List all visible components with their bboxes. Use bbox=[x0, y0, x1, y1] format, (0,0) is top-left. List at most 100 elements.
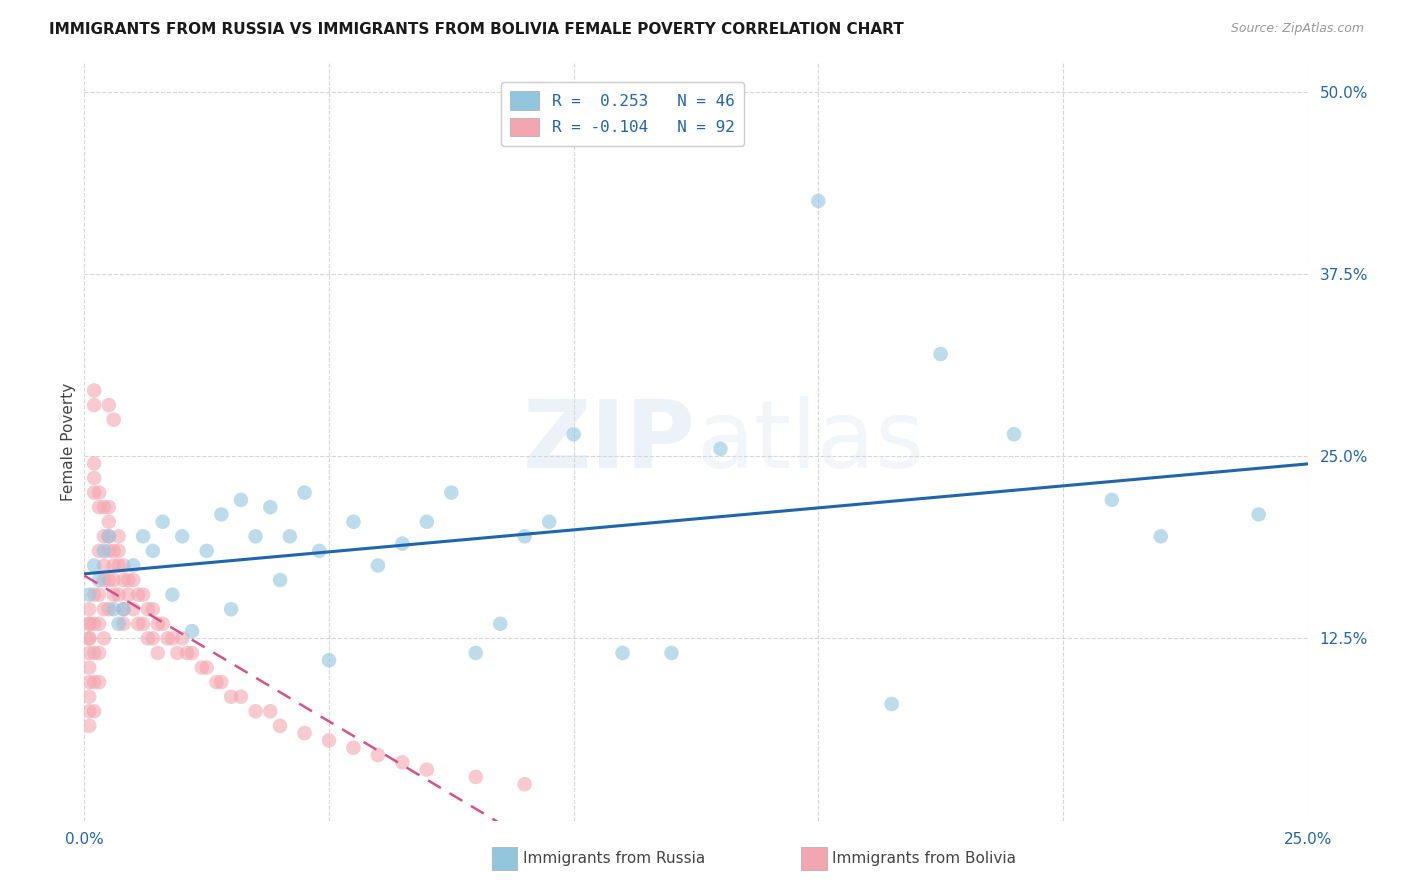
Point bbox=[142, 544, 165, 558]
Point bbox=[97, 500, 120, 515]
Point bbox=[294, 485, 316, 500]
Point bbox=[513, 777, 536, 791]
Point bbox=[107, 616, 129, 631]
Point bbox=[259, 704, 281, 718]
Point bbox=[162, 632, 184, 646]
Point bbox=[489, 616, 512, 631]
Point bbox=[77, 719, 100, 733]
Point bbox=[77, 588, 100, 602]
Point bbox=[709, 442, 731, 456]
Point bbox=[1002, 427, 1025, 442]
Point bbox=[152, 616, 174, 631]
Point bbox=[87, 588, 110, 602]
Point bbox=[83, 457, 105, 471]
Point bbox=[77, 675, 100, 690]
Point bbox=[87, 485, 110, 500]
Point bbox=[209, 508, 232, 522]
Text: Source: ZipAtlas.com: Source: ZipAtlas.com bbox=[1230, 22, 1364, 36]
Point bbox=[77, 704, 100, 718]
Point bbox=[929, 347, 952, 361]
Point bbox=[318, 733, 340, 747]
Point bbox=[278, 529, 301, 543]
Point bbox=[127, 588, 149, 602]
Point bbox=[146, 646, 169, 660]
Point bbox=[83, 646, 105, 660]
Point bbox=[464, 646, 486, 660]
Point bbox=[122, 558, 145, 573]
Point bbox=[416, 515, 439, 529]
Point bbox=[562, 427, 585, 442]
Point bbox=[93, 573, 115, 587]
Point bbox=[103, 544, 125, 558]
Point bbox=[661, 646, 683, 660]
Point bbox=[77, 632, 100, 646]
Point bbox=[122, 602, 145, 616]
Point bbox=[83, 384, 105, 398]
Point bbox=[83, 675, 105, 690]
Point bbox=[219, 602, 242, 616]
Point bbox=[77, 660, 100, 674]
Point bbox=[97, 602, 120, 616]
Point bbox=[440, 485, 463, 500]
Point bbox=[538, 515, 561, 529]
Point bbox=[107, 544, 129, 558]
Point bbox=[103, 602, 125, 616]
Point bbox=[391, 756, 413, 770]
Point bbox=[122, 573, 145, 587]
Point bbox=[117, 588, 139, 602]
Point bbox=[103, 412, 125, 426]
Point bbox=[107, 588, 129, 602]
Point bbox=[172, 632, 194, 646]
Text: ZIP: ZIP bbox=[523, 395, 696, 488]
Point bbox=[880, 697, 903, 711]
Point bbox=[83, 588, 105, 602]
Point bbox=[83, 704, 105, 718]
Point bbox=[103, 588, 125, 602]
Point bbox=[83, 616, 105, 631]
Point bbox=[136, 632, 159, 646]
Point bbox=[259, 500, 281, 515]
Point bbox=[166, 646, 188, 660]
Point bbox=[191, 660, 214, 674]
Text: atlas: atlas bbox=[696, 395, 924, 488]
Point bbox=[136, 602, 159, 616]
Point bbox=[77, 616, 100, 631]
Point bbox=[97, 529, 120, 543]
Point bbox=[87, 544, 110, 558]
Point bbox=[97, 544, 120, 558]
Point bbox=[77, 616, 100, 631]
Point bbox=[209, 675, 232, 690]
Point bbox=[97, 573, 120, 587]
Point bbox=[93, 500, 115, 515]
Point bbox=[83, 558, 105, 573]
Point bbox=[308, 544, 330, 558]
Point bbox=[464, 770, 486, 784]
Point bbox=[181, 646, 204, 660]
Point bbox=[112, 573, 135, 587]
Y-axis label: Female Poverty: Female Poverty bbox=[60, 383, 76, 500]
Point bbox=[513, 529, 536, 543]
Point bbox=[205, 675, 228, 690]
Point bbox=[107, 529, 129, 543]
Point bbox=[342, 740, 364, 755]
Point bbox=[87, 573, 110, 587]
Point bbox=[93, 602, 115, 616]
Point bbox=[87, 616, 110, 631]
Point bbox=[87, 675, 110, 690]
Point bbox=[87, 500, 110, 515]
Point bbox=[117, 573, 139, 587]
Point bbox=[93, 529, 115, 543]
Point bbox=[152, 515, 174, 529]
Point bbox=[391, 536, 413, 550]
Point bbox=[367, 558, 389, 573]
Point bbox=[142, 602, 165, 616]
Point bbox=[245, 704, 267, 718]
Point bbox=[294, 726, 316, 740]
Point bbox=[97, 515, 120, 529]
Point bbox=[103, 558, 125, 573]
Point bbox=[318, 653, 340, 667]
Point bbox=[269, 573, 291, 587]
Point bbox=[132, 529, 155, 543]
Point bbox=[83, 398, 105, 412]
Point bbox=[93, 632, 115, 646]
